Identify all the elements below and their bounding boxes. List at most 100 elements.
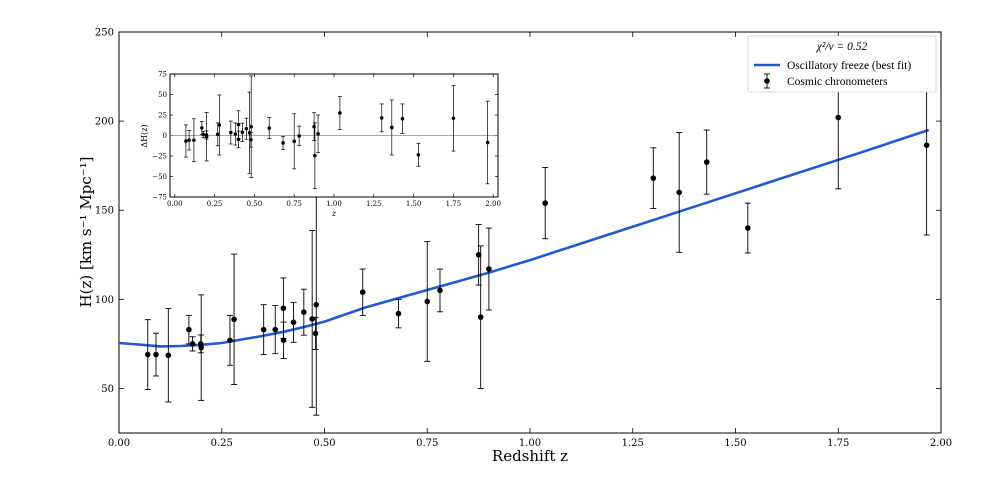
data-point	[424, 241, 431, 362]
legend-title: χ²/ν = 0.52	[816, 41, 868, 53]
x-tick-label: 1.25	[622, 438, 644, 449]
inset-data-point	[316, 114, 321, 154]
data-point	[309, 230, 316, 408]
inset-y-tick-label: 75	[158, 71, 167, 79]
data-point	[676, 132, 683, 253]
main-ticks: 0.00 0.25 0.50 0.75 1.00 1.25 1.50 1.75 2.00 50 10…	[95, 28, 952, 450]
inset-data-point	[485, 100, 490, 185]
inset-x-axis-label: z	[331, 209, 337, 218]
inset-data-point	[297, 125, 302, 147]
data-marker	[272, 326, 279, 333]
data-marker	[153, 351, 159, 358]
inset-data-point	[233, 122, 238, 146]
inset-data-marker	[451, 116, 456, 121]
data-marker	[231, 316, 237, 323]
data-marker	[260, 326, 267, 333]
inset-data-marker	[316, 132, 320, 136]
inset-data-point	[292, 113, 297, 170]
inset-data-marker	[249, 124, 254, 129]
inset-data-point	[199, 120, 204, 135]
data-marker	[542, 200, 549, 206]
inset-data-point	[451, 85, 456, 152]
inset-x-tick-label: 1.25	[366, 200, 382, 208]
data-marker	[186, 326, 192, 333]
inset-y-tick-label: −25	[152, 153, 167, 161]
inset-data-marker	[292, 139, 296, 144]
data-point	[650, 147, 657, 209]
inset-data-marker	[200, 126, 204, 130]
inset-data-marker	[313, 153, 317, 158]
data-marker	[477, 314, 484, 320]
x-tick-label: 0.25	[211, 438, 233, 449]
data-point	[226, 314, 233, 366]
inset-data-marker	[267, 126, 271, 130]
inset-x-tick-label: 0.25	[207, 200, 223, 208]
y-axis-label: H(z) [km s⁻¹ Mpc⁻¹]	[77, 157, 95, 308]
inset-data-marker	[187, 138, 191, 142]
inset-x-tick-label: 1.75	[446, 200, 462, 208]
inset-data-marker	[201, 132, 206, 137]
data-marker	[280, 305, 287, 312]
data-marker	[198, 344, 204, 351]
data-marker	[475, 251, 482, 258]
inset-data-marker	[247, 130, 252, 135]
data-marker	[676, 189, 682, 196]
legend-box	[747, 35, 937, 93]
inset-data-marker	[204, 134, 209, 139]
inset-data-marker	[236, 137, 241, 142]
data-point	[231, 253, 238, 385]
data-point	[260, 304, 267, 356]
y-tick-label: 150	[95, 206, 114, 217]
inset-data-point	[416, 142, 421, 167]
x-tick-label: 0.75	[416, 438, 438, 449]
inset-data-point	[244, 117, 249, 140]
inset-data-point	[249, 75, 254, 178]
data-marker	[301, 309, 307, 315]
data-point	[189, 336, 196, 352]
inset-y-tick-label: 50	[158, 91, 167, 99]
x-tick-label: 0.50	[313, 438, 335, 449]
inset-y-tick-label: −75	[152, 194, 167, 202]
inset-data-marker	[192, 138, 196, 143]
data-point	[300, 288, 307, 336]
data-marker	[165, 352, 172, 359]
inset-x-tick-label: 2.00	[485, 200, 501, 208]
inset-data-marker	[416, 152, 421, 157]
x-tick-label: 0.00	[108, 438, 130, 449]
data-point	[475, 224, 482, 286]
inset-data-point	[389, 99, 394, 156]
inset-data-point	[240, 122, 245, 142]
inset-data-marker	[312, 124, 316, 129]
legend: χ²/ν = 0.52 Oscillatory freeze (best fit…	[747, 35, 937, 93]
x-tick-label: 1.75	[827, 438, 849, 449]
inset-x-tick-label: 1.50	[406, 200, 422, 208]
inset-data-point	[236, 130, 241, 149]
x-tick-label: 1.50	[724, 438, 746, 449]
y-tick-label: 50	[101, 384, 114, 395]
data-point	[152, 332, 159, 377]
data-marker	[745, 225, 751, 231]
data-point	[744, 202, 751, 254]
inset-x-tick-label: 0.75	[286, 200, 302, 208]
inset-data-marker	[244, 126, 249, 131]
y-tick-label: 200	[95, 117, 114, 128]
data-point	[312, 316, 319, 350]
inset-data-point	[267, 117, 272, 140]
y-tick-label: 100	[95, 295, 114, 306]
inset-x-tick-label: 0.00	[167, 200, 183, 208]
inset-data-point	[204, 112, 209, 162]
data-marker	[313, 301, 320, 308]
inset-data-point	[187, 129, 192, 151]
data-point	[272, 305, 279, 355]
inset-data-point	[183, 124, 188, 158]
inset-data-marker	[389, 125, 394, 130]
inset-data-point	[400, 103, 405, 134]
inset-data-marker	[240, 130, 245, 135]
data-point	[485, 227, 492, 311]
inset-data-marker	[379, 116, 384, 120]
inset-data-marker	[184, 139, 188, 143]
inset-data-marker	[236, 122, 241, 127]
data-point	[477, 245, 484, 389]
inset-data-points	[183, 75, 490, 189]
